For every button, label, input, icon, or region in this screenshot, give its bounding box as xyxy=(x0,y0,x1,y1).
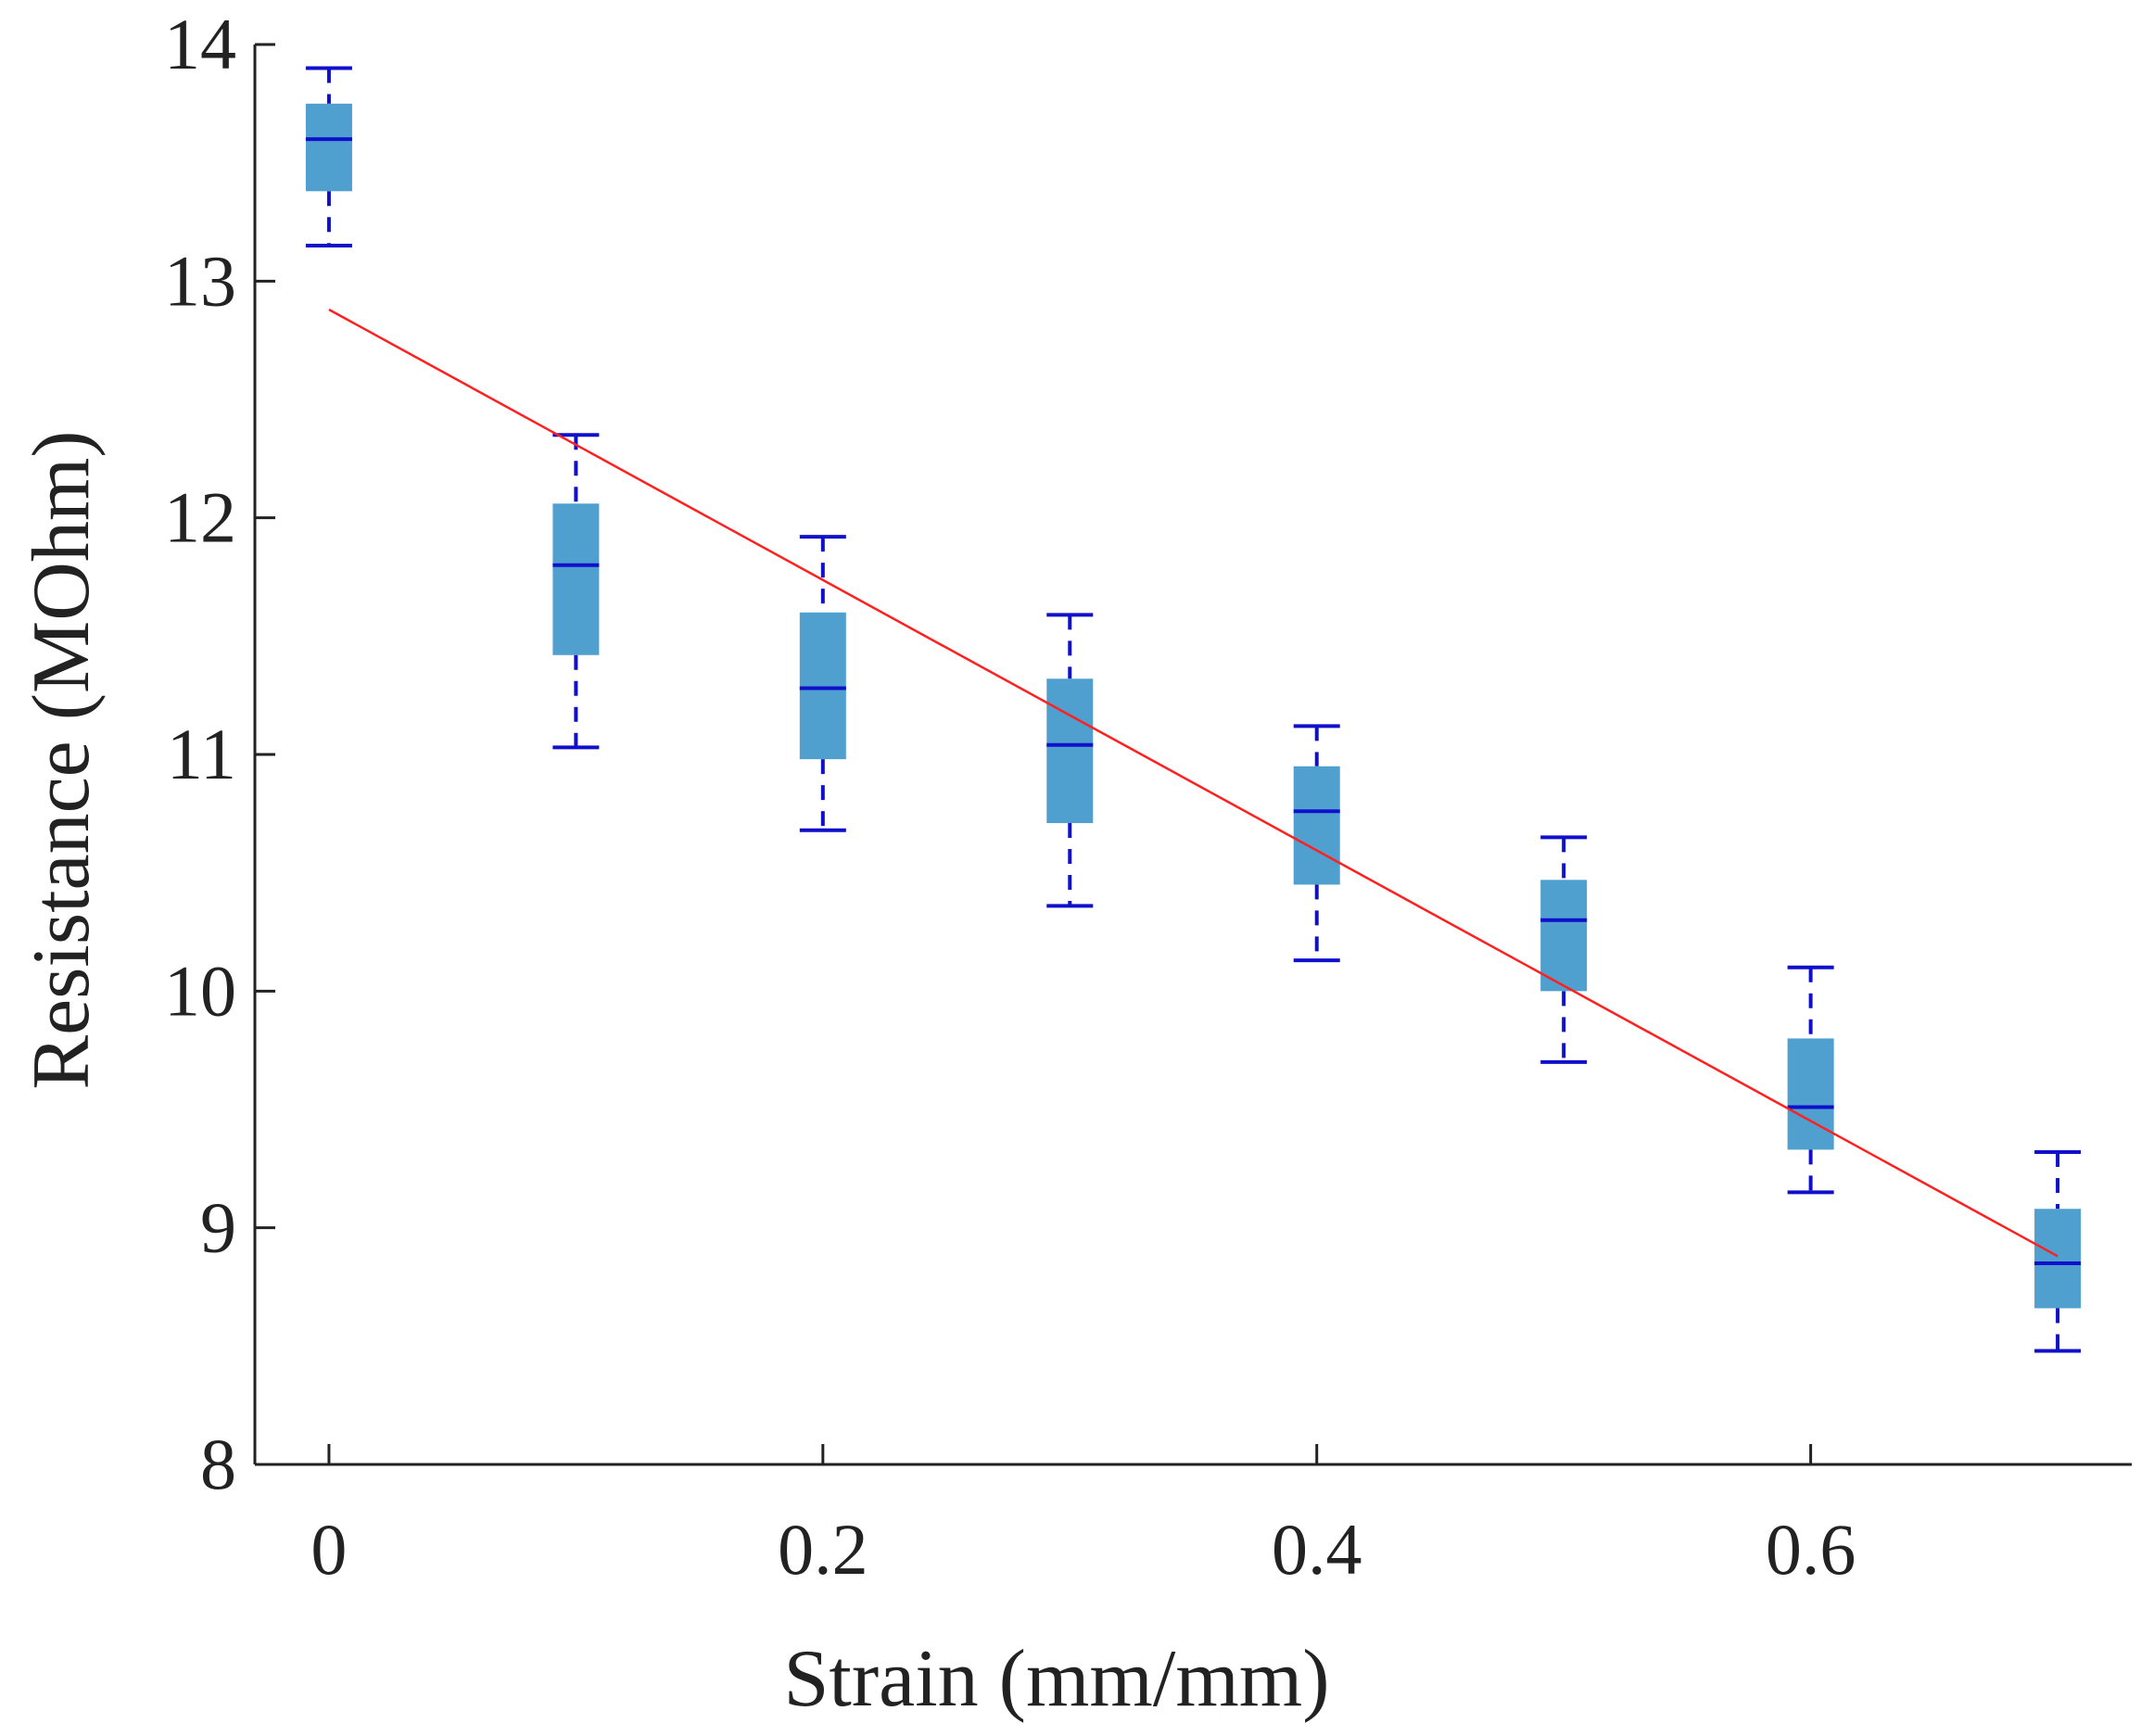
box-item xyxy=(2034,1149,2082,1353)
y-tick-label: 8 xyxy=(200,1424,236,1504)
y-tick-label: 10 xyxy=(164,950,236,1031)
box-item xyxy=(1293,724,1340,963)
x-tick-label: 0.2 xyxy=(778,1509,868,1590)
box-body xyxy=(1540,880,1588,992)
box-body xyxy=(1787,1038,1834,1150)
axes-group xyxy=(253,44,2132,1466)
box-group xyxy=(305,66,2082,1353)
y-tick-label: 9 xyxy=(200,1187,236,1268)
box-body xyxy=(552,503,600,655)
y-tick-label: 12 xyxy=(164,477,236,558)
x-axis-label: Strain (mm/mm) xyxy=(783,1634,1329,1724)
box-item xyxy=(1046,613,1094,908)
y-tick-label: 14 xyxy=(164,4,236,84)
tick-group: 8 9 10 11 12 13 14 0 0.2 0.4 0.6 xyxy=(164,4,1856,1590)
box-item xyxy=(552,433,600,750)
box-item xyxy=(305,66,352,248)
box-body xyxy=(1046,678,1094,824)
box-body xyxy=(2034,1209,2082,1309)
y-axis-label: Resistance (MOhm) xyxy=(17,430,107,1089)
box-item xyxy=(1787,965,1834,1195)
x-tick-label: 0.6 xyxy=(1766,1509,1856,1590)
fit-line xyxy=(328,308,2059,1258)
x-tick-label: 0.4 xyxy=(1272,1509,1362,1590)
box-body xyxy=(799,612,846,760)
box-body xyxy=(1293,766,1340,885)
x-tick-label: 0 xyxy=(310,1509,347,1590)
y-tick-label: 11 xyxy=(167,714,236,794)
box-body xyxy=(305,103,352,192)
box-item xyxy=(799,535,846,832)
box-item xyxy=(1540,835,1588,1064)
y-tick-label: 13 xyxy=(164,240,236,321)
fit-line-group xyxy=(328,308,2059,1258)
